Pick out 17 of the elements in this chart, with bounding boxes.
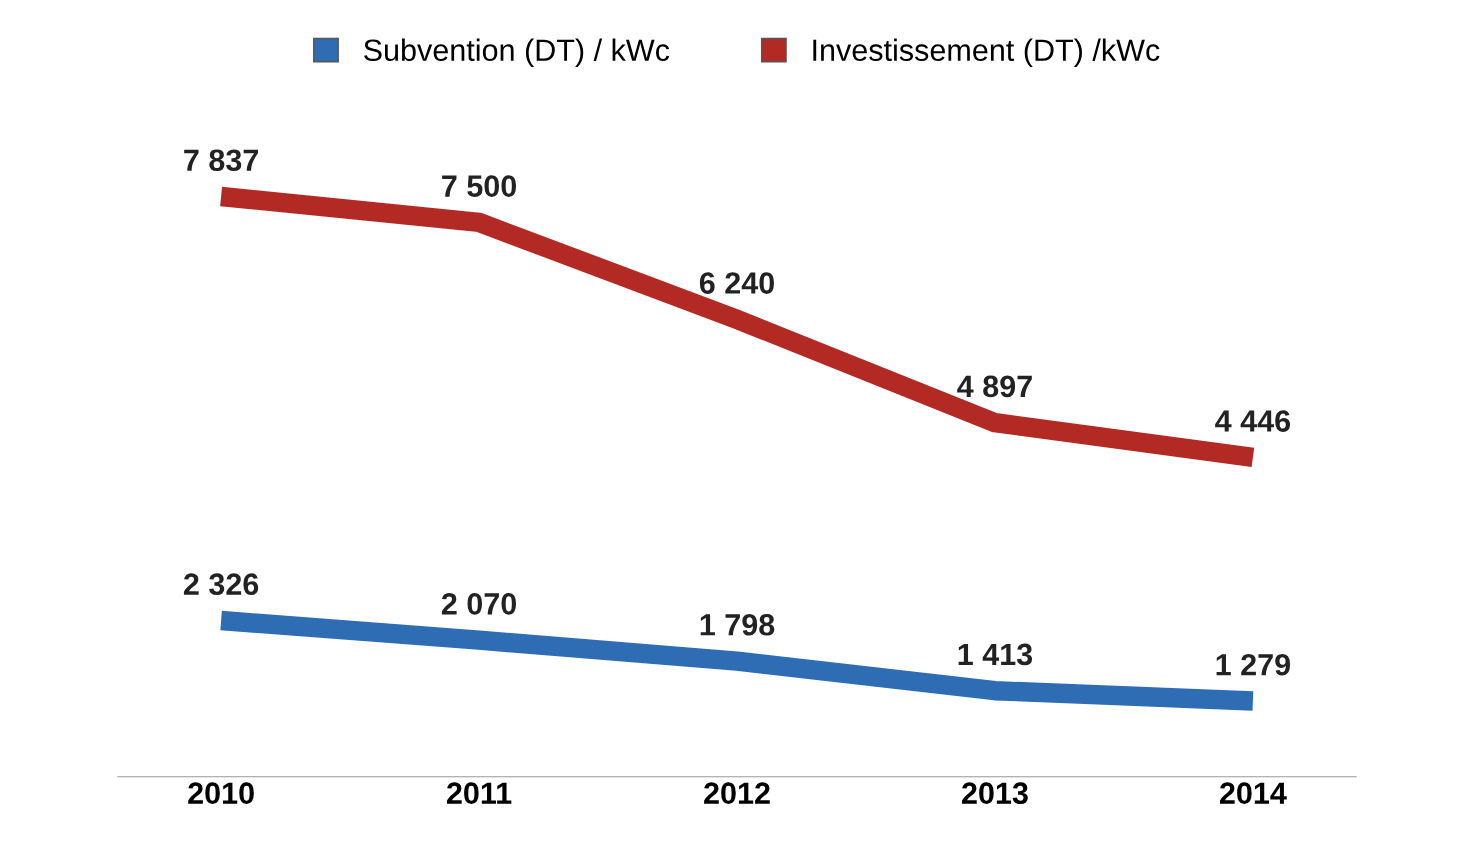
legend-label: Investissement (DT) /kWc bbox=[813, 38, 1160, 68]
legend-label: Subvention (DT) / kWc bbox=[364, 38, 670, 68]
x-tick-label: 2012 bbox=[704, 782, 770, 805]
data-label: 6 240 bbox=[699, 272, 774, 294]
data-label: 4 446 bbox=[1215, 410, 1291, 432]
x-tick-label: 2010 bbox=[188, 782, 254, 805]
data-label: 7 500 bbox=[442, 175, 517, 197]
x-tick-label: 2013 bbox=[962, 782, 1028, 805]
data-label: 1 798 bbox=[700, 613, 775, 636]
data-label: 7 837 bbox=[184, 149, 258, 172]
data-label: 2 326 bbox=[183, 573, 259, 596]
data-label: 1 413 bbox=[958, 643, 1033, 666]
x-tick-label: 2014 bbox=[1219, 782, 1287, 805]
x-tick-label: 2011 bbox=[446, 782, 512, 805]
data-label: 1 279 bbox=[1216, 653, 1290, 676]
data-label: 2 070 bbox=[441, 593, 517, 615]
data-label: 4 897 bbox=[957, 375, 1032, 398]
